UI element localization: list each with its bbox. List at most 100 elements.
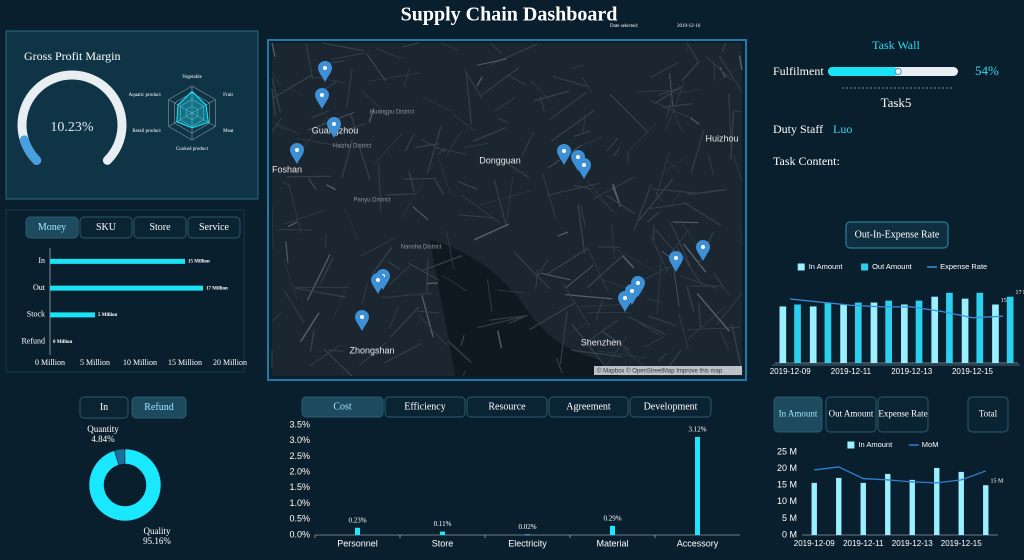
map-pin[interactable] xyxy=(315,88,329,109)
road xyxy=(611,225,615,260)
map-pin[interactable] xyxy=(290,143,304,164)
road xyxy=(541,272,571,281)
tab[interactable] xyxy=(79,396,129,419)
tab[interactable] xyxy=(79,216,133,239)
tab[interactable] xyxy=(548,396,629,418)
map-pin-dot xyxy=(636,281,640,285)
x-tick-label: 2019-12-13 xyxy=(892,539,933,548)
bar xyxy=(931,296,939,363)
expense-button-label[interactable]: Out-In-Expense Rate xyxy=(855,229,940,240)
tab[interactable] xyxy=(773,396,823,433)
road xyxy=(480,67,519,97)
tab-label[interactable]: Development xyxy=(644,401,698,412)
expense-button[interactable] xyxy=(845,221,949,249)
map-pin-dot xyxy=(630,289,634,293)
value-label: 0.23% xyxy=(348,516,366,524)
tab-label[interactable]: Store xyxy=(149,222,171,233)
value-label: 17 M xyxy=(1016,290,1024,296)
road xyxy=(663,156,687,172)
map-pin[interactable] xyxy=(327,117,341,138)
road xyxy=(656,260,662,314)
road xyxy=(349,112,357,132)
road xyxy=(367,72,422,82)
map-pin[interactable] xyxy=(631,276,645,297)
tab-label[interactable]: Out Amount xyxy=(829,409,874,419)
map-pin[interactable] xyxy=(318,61,332,82)
road xyxy=(698,302,702,328)
map-pin[interactable] xyxy=(625,284,639,305)
road xyxy=(530,80,552,102)
road xyxy=(271,117,283,133)
map-pin[interactable] xyxy=(557,144,571,165)
road xyxy=(597,350,646,359)
road xyxy=(535,269,539,290)
bar xyxy=(946,292,953,363)
bar xyxy=(811,482,817,535)
map-label: Haizhu District xyxy=(333,144,372,150)
tab-label[interactable]: Resource xyxy=(488,401,526,412)
road xyxy=(426,125,442,174)
road xyxy=(490,42,502,54)
radar-spoke xyxy=(168,112,193,127)
tab[interactable] xyxy=(25,216,79,239)
tab-label[interactable]: In xyxy=(100,402,108,413)
road xyxy=(739,223,743,247)
road xyxy=(730,110,735,160)
map-pin[interactable] xyxy=(696,240,710,261)
tab[interactable] xyxy=(825,396,877,433)
road xyxy=(373,133,403,164)
road xyxy=(309,329,315,352)
tab[interactable] xyxy=(877,396,929,433)
road xyxy=(271,77,282,113)
tab-label[interactable]: Cost xyxy=(333,401,352,412)
map-pin[interactable] xyxy=(355,310,369,331)
road xyxy=(325,81,336,90)
tab[interactable] xyxy=(384,396,466,418)
road xyxy=(458,180,478,190)
road xyxy=(401,181,424,218)
road xyxy=(276,125,287,131)
tab-label[interactable]: In Amount xyxy=(779,409,818,419)
road xyxy=(285,241,289,264)
tab[interactable] xyxy=(466,396,548,418)
value-label: 5 Million xyxy=(98,313,118,318)
progress-knob xyxy=(894,68,902,75)
road xyxy=(437,147,446,156)
map-pin-dot xyxy=(323,66,327,70)
attribution: © Mapbox © OpenStreetMap Improve this ma… xyxy=(597,368,723,375)
road xyxy=(283,259,297,300)
tab-label[interactable]: Total xyxy=(979,409,998,419)
map-pin[interactable] xyxy=(577,158,591,179)
bar xyxy=(355,527,360,535)
y-tick-label: 0 M xyxy=(782,529,797,539)
road xyxy=(521,131,535,156)
tab-label[interactable]: Refund xyxy=(144,402,173,413)
road xyxy=(718,67,740,81)
tab[interactable] xyxy=(629,396,712,418)
tab[interactable] xyxy=(131,396,187,419)
map-pin[interactable] xyxy=(571,150,585,171)
map-label: Shenzhen xyxy=(581,337,622,347)
tab-label[interactable]: Service xyxy=(199,222,230,233)
tab[interactable] xyxy=(133,216,187,239)
road xyxy=(579,137,602,148)
map-pin[interactable] xyxy=(618,291,632,312)
tab-label[interactable]: Agreement xyxy=(566,401,611,412)
donut-slice xyxy=(88,448,162,522)
map-pin[interactable] xyxy=(371,273,385,294)
tab[interactable] xyxy=(301,396,384,418)
radar-label: Fruit xyxy=(223,93,233,98)
map-pin[interactable] xyxy=(669,251,683,272)
tab-label[interactable]: Efficiency xyxy=(404,401,445,412)
road xyxy=(295,287,347,298)
road xyxy=(582,116,586,133)
tab-label[interactable]: SKU xyxy=(96,222,117,233)
road xyxy=(577,204,586,254)
tab[interactable] xyxy=(187,216,241,239)
bar xyxy=(1006,296,1014,363)
tab[interactable] xyxy=(967,396,1009,433)
bar xyxy=(794,304,801,363)
road xyxy=(477,190,530,206)
tab-label[interactable]: Expense Rate xyxy=(878,409,927,419)
tab-label[interactable]: Money xyxy=(38,222,66,233)
